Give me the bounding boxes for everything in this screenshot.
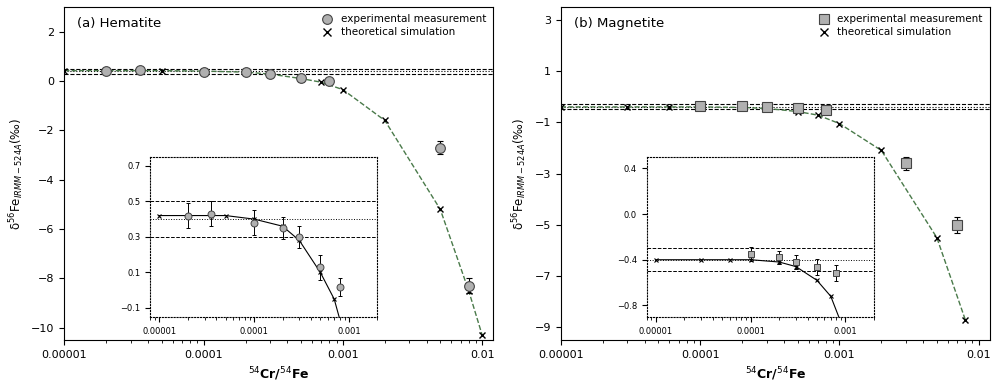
Legend: experimental measurement, theoretical simulation: experimental measurement, theoretical si… [811, 12, 985, 39]
Legend: experimental measurement, theoretical simulation: experimental measurement, theoretical si… [315, 12, 488, 39]
Y-axis label: δ$^{56}$Fe$_{IRMM-524A}$(‰): δ$^{56}$Fe$_{IRMM-524A}$(‰) [510, 117, 529, 230]
Text: (b) Magnetite: (b) Magnetite [574, 17, 664, 30]
X-axis label: $^{54}$Cr/$^{54}$Fe: $^{54}$Cr/$^{54}$Fe [248, 365, 310, 383]
Y-axis label: δ$^{56}$Fe$_{IRMM-524A}$(‰): δ$^{56}$Fe$_{IRMM-524A}$(‰) [7, 117, 26, 230]
Text: (a) Hematite: (a) Hematite [77, 17, 161, 30]
X-axis label: $^{54}$Cr/$^{54}$Fe: $^{54}$Cr/$^{54}$Fe [745, 365, 806, 383]
